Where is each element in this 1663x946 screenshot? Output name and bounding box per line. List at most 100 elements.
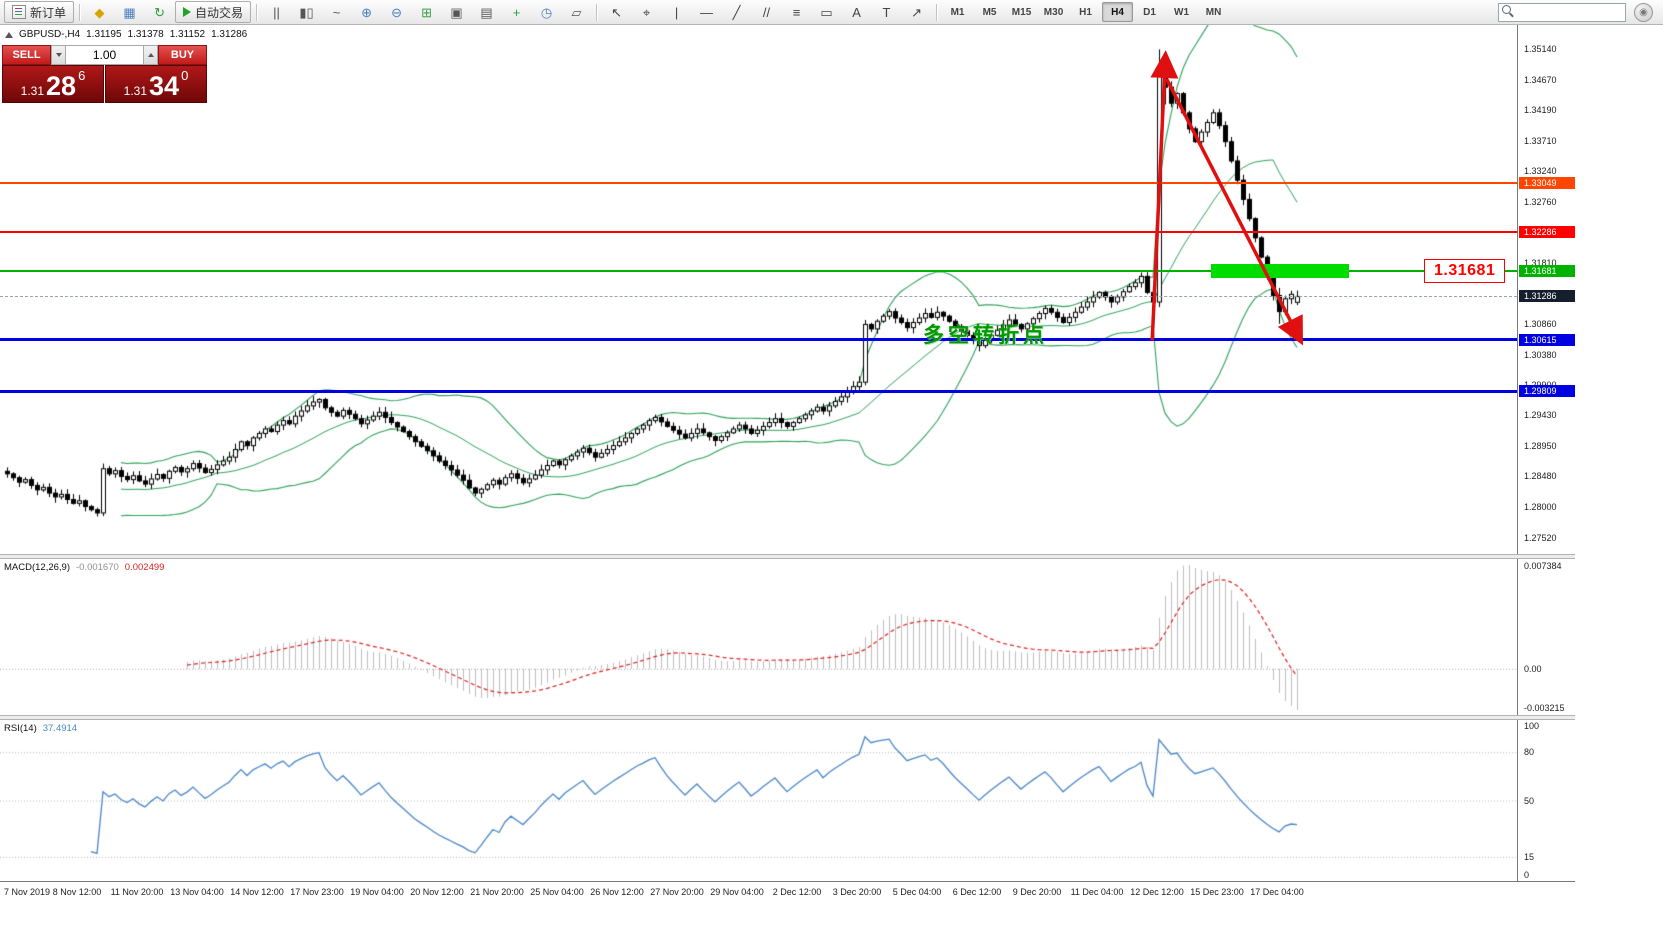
- buy-price-prefix: 1.31: [123, 83, 148, 98]
- horizontal-line-icon[interactable]: —: [692, 1, 721, 23]
- level-line-1.29809[interactable]: [0, 389, 1517, 393]
- charts-window-icon: ▦: [123, 4, 136, 20]
- macd-label: MACD(12,26,9) -0.001670 0.002499: [4, 562, 164, 573]
- arrows-icon: ↗: [911, 4, 922, 20]
- highlight-box[interactable]: [1211, 264, 1349, 279]
- zoom-out-icon[interactable]: ⊖: [382, 1, 411, 23]
- volume-decrease-button[interactable]: [51, 45, 66, 65]
- profiles-icon: ◆: [94, 4, 105, 20]
- price-flag-label[interactable]: 1.31681: [1424, 259, 1506, 284]
- timeframe-m30[interactable]: M30: [1043, 6, 1064, 18]
- timeframe-mn[interactable]: MN: [1205, 6, 1222, 18]
- auto-trading-label: 自动交易: [195, 5, 244, 20]
- time-label: 20 Nov 12:00: [410, 887, 464, 897]
- label-icon: T: [882, 4, 891, 20]
- volume-input[interactable]: [66, 45, 143, 65]
- auto-trading-button[interactable]: 自动交易: [175, 1, 252, 23]
- volume-increase-button[interactable]: [143, 45, 158, 65]
- arrange-windows-icon[interactable]: ▤: [472, 1, 501, 23]
- price-tick: 1.33710: [1524, 136, 1557, 147]
- price-tick: 1.32760: [1524, 196, 1557, 207]
- price-axis[interactable]: 1.35140 1.34670 1.34190 1.33710 1.33240 1.327…: [1517, 25, 1575, 554]
- up-arrow-icon: [147, 53, 154, 57]
- toolbar-chart-group: || ▮▯ ~ ⊕ ⊖ ⊞ ▣ ▤ + ◷ ▱: [262, 1, 591, 23]
- time-label: 27 Nov 20:00: [650, 887, 704, 897]
- arrows-icon[interactable]: ↗: [902, 1, 931, 23]
- cursor-icon[interactable]: ↖: [602, 1, 631, 23]
- label-icon[interactable]: T: [872, 1, 901, 23]
- time-label: 29 Nov 04:00: [710, 887, 764, 897]
- periods-icon[interactable]: ◷: [532, 1, 561, 23]
- macd-name: MACD(12,26,9): [4, 562, 70, 573]
- level-line-1.31681[interactable]: [0, 270, 1517, 273]
- one-click-trading-panel: SELL BUY 1.31 28 6 1.31 34 0: [2, 45, 207, 103]
- timeframe-h1[interactable]: H1: [1079, 6, 1092, 18]
- sell-price-sup: 6: [78, 68, 86, 83]
- fibonacci-icon[interactable]: ≡: [782, 1, 811, 23]
- level-badge: 1.30615: [1519, 333, 1575, 346]
- candlestick-chart-icon[interactable]: ▮▯: [292, 1, 321, 23]
- price-tick: 1.30380: [1524, 349, 1557, 360]
- rsi-scale-label: 50: [1524, 795, 1535, 806]
- panel-splitter[interactable]: [0, 554, 1575, 559]
- timeframe-w1[interactable]: W1: [1174, 6, 1190, 18]
- text-icon[interactable]: A: [842, 1, 871, 23]
- indicators-icon[interactable]: +: [502, 1, 531, 23]
- trend-note[interactable]: 多空转折点: [923, 324, 1048, 348]
- buy-button[interactable]: BUY: [158, 45, 207, 65]
- price-tick: 1.35140: [1524, 44, 1557, 55]
- level-line-1.33049[interactable]: [0, 182, 1517, 185]
- shapes-icon[interactable]: ▭: [812, 1, 841, 23]
- refresh-icon[interactable]: ↻: [145, 1, 174, 23]
- text-icon: A: [852, 4, 861, 20]
- tile-windows-icon[interactable]: ⊞: [412, 1, 441, 23]
- one-click-toggle-icon[interactable]: [5, 31, 13, 38]
- macd-canvas[interactable]: [0, 559, 1517, 715]
- rsi-canvas[interactable]: [0, 720, 1517, 881]
- rsi-scale-label: 15: [1524, 851, 1535, 862]
- ohlc-info: GBPUSD-,H4 1.31195 1.31378 1.31152 1.312…: [5, 29, 247, 40]
- time-label: 15 Dec 23:00: [1190, 887, 1244, 897]
- community-icon[interactable]: ◉: [1634, 2, 1653, 22]
- charts-window-icon[interactable]: ▦: [115, 1, 144, 23]
- buy-price-big: 34: [149, 71, 180, 102]
- cascade-windows-icon[interactable]: ▣: [442, 1, 471, 23]
- timeframe-d1[interactable]: D1: [1143, 6, 1156, 18]
- sell-price[interactable]: 1.31 28 6: [2, 65, 104, 103]
- chart-canvas[interactable]: [0, 25, 1517, 554]
- price-chart-panel: 多空转折点 1.31681 GBPUSD-,H4 1.31195 1.31378…: [0, 25, 1575, 554]
- shapes-icon: ▭: [820, 4, 833, 20]
- time-label: 13 Nov 04:00: [170, 887, 224, 897]
- sell-button[interactable]: SELL: [2, 45, 51, 65]
- level-line-1.30615[interactable]: [0, 338, 1517, 341]
- timeframe-h4[interactable]: H4: [1102, 2, 1134, 22]
- toolbar-search-input[interactable]: [1498, 2, 1626, 22]
- zoom-in-icon: ⊕: [361, 4, 372, 20]
- templates-icon[interactable]: ▱: [562, 1, 591, 23]
- trendline-icon[interactable]: ╱: [722, 1, 751, 23]
- current-price-badge: 1.31286: [1519, 290, 1575, 303]
- crosshair-icon: ⌖: [642, 4, 651, 20]
- vertical-line-icon[interactable]: |: [662, 1, 691, 23]
- timeframe-m15[interactable]: M15: [1011, 6, 1032, 18]
- panel-splitter[interactable]: [0, 715, 1575, 720]
- close-value: 1.31286: [211, 29, 248, 40]
- timeframe-m1[interactable]: M1: [950, 6, 965, 18]
- time-label: 6 Dec 12:00: [952, 887, 1002, 897]
- time-label: 3 Dec 20:00: [832, 887, 882, 897]
- macd-panel: MACD(12,26,9) -0.001670 0.002499 0.00738…: [0, 559, 1575, 715]
- buy-price[interactable]: 1.31 34 0: [105, 65, 207, 103]
- timeframe-m5[interactable]: M5: [982, 6, 997, 18]
- profiles-icon[interactable]: ◆: [85, 1, 114, 23]
- bar-chart-icon[interactable]: ||: [262, 1, 291, 23]
- channel-icon[interactable]: //: [752, 1, 781, 23]
- level-line-1.32286[interactable]: [0, 231, 1517, 234]
- time-axis[interactable]: 7 Nov 2019 8 Nov 12:00 11 Nov 20:00 13 Nov …: [0, 881, 1575, 904]
- zoom-in-icon[interactable]: ⊕: [352, 1, 381, 23]
- level-badge: 1.29809: [1519, 385, 1575, 398]
- line-chart-icon[interactable]: ~: [322, 1, 351, 23]
- toolbar-separator: [79, 3, 81, 21]
- time-label: 5 Dec 04:00: [892, 887, 942, 897]
- new-order-button[interactable]: 新订单: [4, 1, 75, 23]
- crosshair-icon[interactable]: ⌖: [632, 1, 661, 23]
